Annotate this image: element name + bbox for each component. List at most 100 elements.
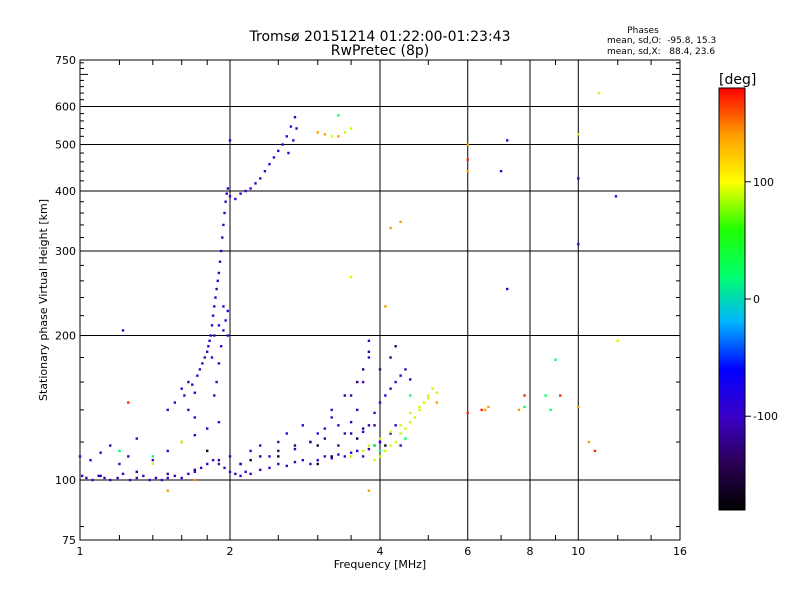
data-point xyxy=(228,470,232,474)
data-point xyxy=(330,416,333,419)
data-point xyxy=(559,394,562,397)
data-point xyxy=(109,444,112,447)
data-point xyxy=(213,305,216,308)
data-point xyxy=(277,149,280,153)
data-point xyxy=(466,411,469,415)
data-point xyxy=(268,162,271,166)
data-point xyxy=(254,182,257,185)
data-point xyxy=(616,339,619,343)
data-point xyxy=(316,458,319,462)
data-point xyxy=(193,478,197,482)
data-point xyxy=(217,271,221,275)
data-point xyxy=(222,223,225,227)
data-point xyxy=(587,440,591,444)
x-tick-label: 6 xyxy=(464,545,471,558)
data-point xyxy=(554,358,557,362)
y-tick-label: 750 xyxy=(55,54,76,67)
data-point xyxy=(208,339,211,343)
x-tick-label: 2 xyxy=(227,545,234,558)
data-point xyxy=(394,440,397,444)
data-point xyxy=(199,466,203,470)
data-point xyxy=(349,275,353,279)
data-point xyxy=(239,192,242,195)
data-point xyxy=(226,334,230,337)
stats-o-mode: mean, sd,O: -95.8, 15.3 xyxy=(607,36,716,46)
data-point xyxy=(219,249,223,253)
data-point xyxy=(337,424,340,427)
y-tick-label: 200 xyxy=(55,330,76,343)
data-point xyxy=(293,116,297,119)
data-point xyxy=(593,449,597,453)
minor-ticks xyxy=(80,60,680,540)
data-point xyxy=(323,427,327,430)
data-point xyxy=(435,401,438,404)
data-point xyxy=(259,444,262,447)
data-point xyxy=(193,433,197,437)
data-point xyxy=(505,139,509,142)
data-point xyxy=(373,458,376,462)
data-point xyxy=(361,380,365,384)
data-point xyxy=(91,478,94,482)
data-point xyxy=(404,368,407,371)
gridlines xyxy=(80,60,680,540)
data-point xyxy=(418,408,421,412)
data-point xyxy=(614,195,618,198)
data-point xyxy=(135,476,138,480)
data-point xyxy=(367,489,371,492)
data-point xyxy=(337,114,340,117)
data-point xyxy=(316,462,319,466)
data-point xyxy=(285,432,288,435)
y-tick-label: 400 xyxy=(55,185,76,198)
data-point xyxy=(217,420,221,424)
data-point xyxy=(355,437,359,440)
data-point xyxy=(389,226,392,230)
data-point xyxy=(549,408,552,412)
data-point xyxy=(373,444,376,447)
data-point xyxy=(209,334,212,337)
data-point xyxy=(222,305,225,308)
data-point xyxy=(389,387,392,390)
data-point xyxy=(343,455,347,458)
data-point xyxy=(211,458,215,462)
data-point xyxy=(180,476,183,480)
data-point xyxy=(316,444,319,447)
data-point xyxy=(577,133,580,136)
data-point xyxy=(223,211,226,215)
stats-x-mode: mean, sd,X: 88.4, 23.6 xyxy=(607,47,715,57)
data-point xyxy=(361,368,365,371)
data-point xyxy=(198,368,202,371)
data-point xyxy=(309,462,312,466)
data-point xyxy=(367,444,371,447)
data-point xyxy=(343,131,347,134)
data-point xyxy=(180,440,183,444)
data-point xyxy=(389,430,392,434)
data-point xyxy=(211,314,215,317)
data-point xyxy=(196,374,199,377)
data-point xyxy=(180,387,183,390)
data-point xyxy=(118,462,121,466)
data-point xyxy=(399,424,402,427)
data-point xyxy=(249,458,252,462)
data-point xyxy=(142,474,145,478)
data-point xyxy=(399,374,402,377)
data-point xyxy=(217,462,221,466)
data-point xyxy=(293,444,297,447)
data-point xyxy=(349,127,353,130)
data-point xyxy=(289,125,293,128)
data-point xyxy=(394,345,397,348)
data-point xyxy=(378,449,382,453)
data-point xyxy=(193,416,197,419)
data-point xyxy=(399,444,402,447)
data-point xyxy=(367,350,371,353)
data-point xyxy=(349,455,353,458)
data-point xyxy=(217,362,221,365)
data-point xyxy=(166,449,169,453)
data-point xyxy=(355,380,359,384)
data-point xyxy=(207,345,210,348)
colorbar-ticks: 100 0 -100 xyxy=(745,176,778,423)
data-point xyxy=(249,472,252,476)
data-point xyxy=(259,468,262,472)
data-point xyxy=(217,458,221,462)
data-point xyxy=(435,391,438,394)
data-point xyxy=(577,242,580,246)
